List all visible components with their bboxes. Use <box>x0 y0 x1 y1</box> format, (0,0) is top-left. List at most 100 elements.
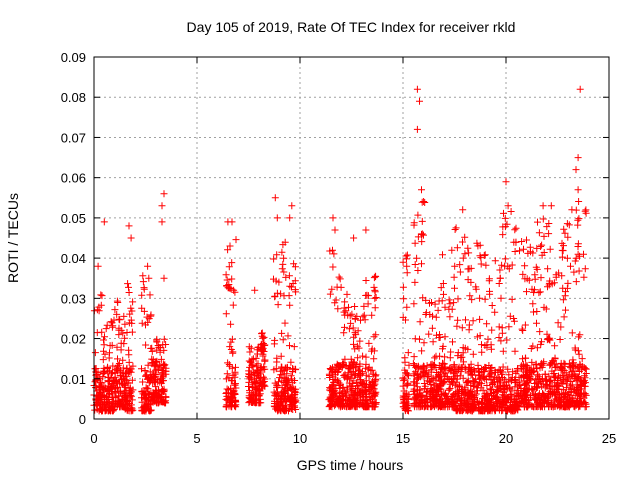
data-point <box>521 321 529 329</box>
chart-title: Day 105 of 2019, Rate Of TEC Index for r… <box>187 19 516 35</box>
data-point <box>547 376 555 384</box>
data-point <box>545 220 553 227</box>
data-point <box>105 374 113 381</box>
data-point <box>329 263 337 271</box>
data-point <box>128 376 136 384</box>
data-point <box>529 342 537 350</box>
data-point <box>225 361 233 368</box>
data-point <box>120 312 128 320</box>
data-point <box>519 400 527 408</box>
data-point <box>575 403 583 411</box>
data-point <box>515 392 522 400</box>
data-point <box>142 341 150 349</box>
data-point <box>101 394 109 402</box>
data-point <box>563 254 571 262</box>
data-point <box>122 391 129 399</box>
data-point <box>446 313 454 321</box>
data-point <box>139 378 147 386</box>
data-point <box>157 355 165 363</box>
data-point <box>227 346 235 353</box>
data-point <box>372 294 380 301</box>
data-point <box>283 364 291 372</box>
data-point <box>399 283 407 291</box>
data-point <box>105 354 113 362</box>
data-point <box>486 290 494 298</box>
data-point <box>334 305 342 313</box>
data-point <box>258 346 265 354</box>
data-point <box>245 367 253 375</box>
data-point <box>502 178 510 186</box>
data-point <box>104 407 112 415</box>
data-point <box>544 265 552 273</box>
data-point <box>521 262 529 270</box>
data-point <box>469 317 477 325</box>
data-point <box>476 332 484 340</box>
data-point <box>278 265 286 273</box>
y-tick-label: 0.01 <box>61 372 86 387</box>
data-point <box>413 254 421 262</box>
data-point <box>153 338 161 346</box>
data-point <box>483 382 491 389</box>
data-point <box>229 301 237 309</box>
data-point <box>329 246 336 254</box>
data-point <box>370 333 378 341</box>
data-point <box>107 318 115 326</box>
data-point <box>113 297 121 305</box>
data-point <box>445 375 453 383</box>
data-point <box>141 367 149 374</box>
data-point <box>573 364 581 372</box>
data-point <box>370 355 378 363</box>
data-point <box>481 375 489 383</box>
data-point <box>336 275 344 283</box>
data-point <box>100 364 108 372</box>
data-point <box>456 261 464 269</box>
data-point <box>456 372 464 380</box>
data-point <box>350 234 358 242</box>
data-point <box>481 251 489 259</box>
data-point <box>117 346 125 354</box>
data-point <box>225 392 233 400</box>
data-point <box>560 313 568 321</box>
data-point <box>516 382 524 389</box>
data-point <box>101 333 108 341</box>
data-point <box>158 202 166 210</box>
data-point <box>581 390 589 398</box>
data-point <box>254 367 262 375</box>
data-point <box>458 353 466 361</box>
data-point <box>484 407 492 415</box>
data-point <box>440 290 447 298</box>
data-point <box>140 284 148 292</box>
data-point <box>531 286 538 294</box>
data-point <box>581 400 589 408</box>
data-point <box>501 223 509 231</box>
data-point <box>442 389 449 397</box>
data-point <box>459 238 466 246</box>
data-point <box>482 261 490 269</box>
data-point <box>580 273 588 281</box>
data-point <box>371 294 379 302</box>
data-point <box>286 342 293 350</box>
data-point <box>451 262 459 270</box>
data-point <box>105 367 113 375</box>
data-point <box>428 324 436 332</box>
data-point <box>535 289 543 297</box>
data-point <box>400 396 408 403</box>
data-point <box>332 384 340 392</box>
data-point <box>360 302 368 310</box>
data-point <box>346 312 354 320</box>
data-point <box>450 361 458 369</box>
data-point <box>142 389 150 397</box>
x-tick-label: 10 <box>293 431 307 446</box>
data-point <box>496 274 504 282</box>
data-point <box>519 270 527 278</box>
data-point <box>537 243 545 250</box>
data-point <box>539 202 547 210</box>
data-point <box>526 243 534 251</box>
data-point <box>245 383 252 390</box>
data-point <box>403 392 411 400</box>
data-point <box>486 397 493 405</box>
data-point <box>429 338 437 346</box>
data-points <box>90 85 590 415</box>
data-point <box>523 236 530 244</box>
